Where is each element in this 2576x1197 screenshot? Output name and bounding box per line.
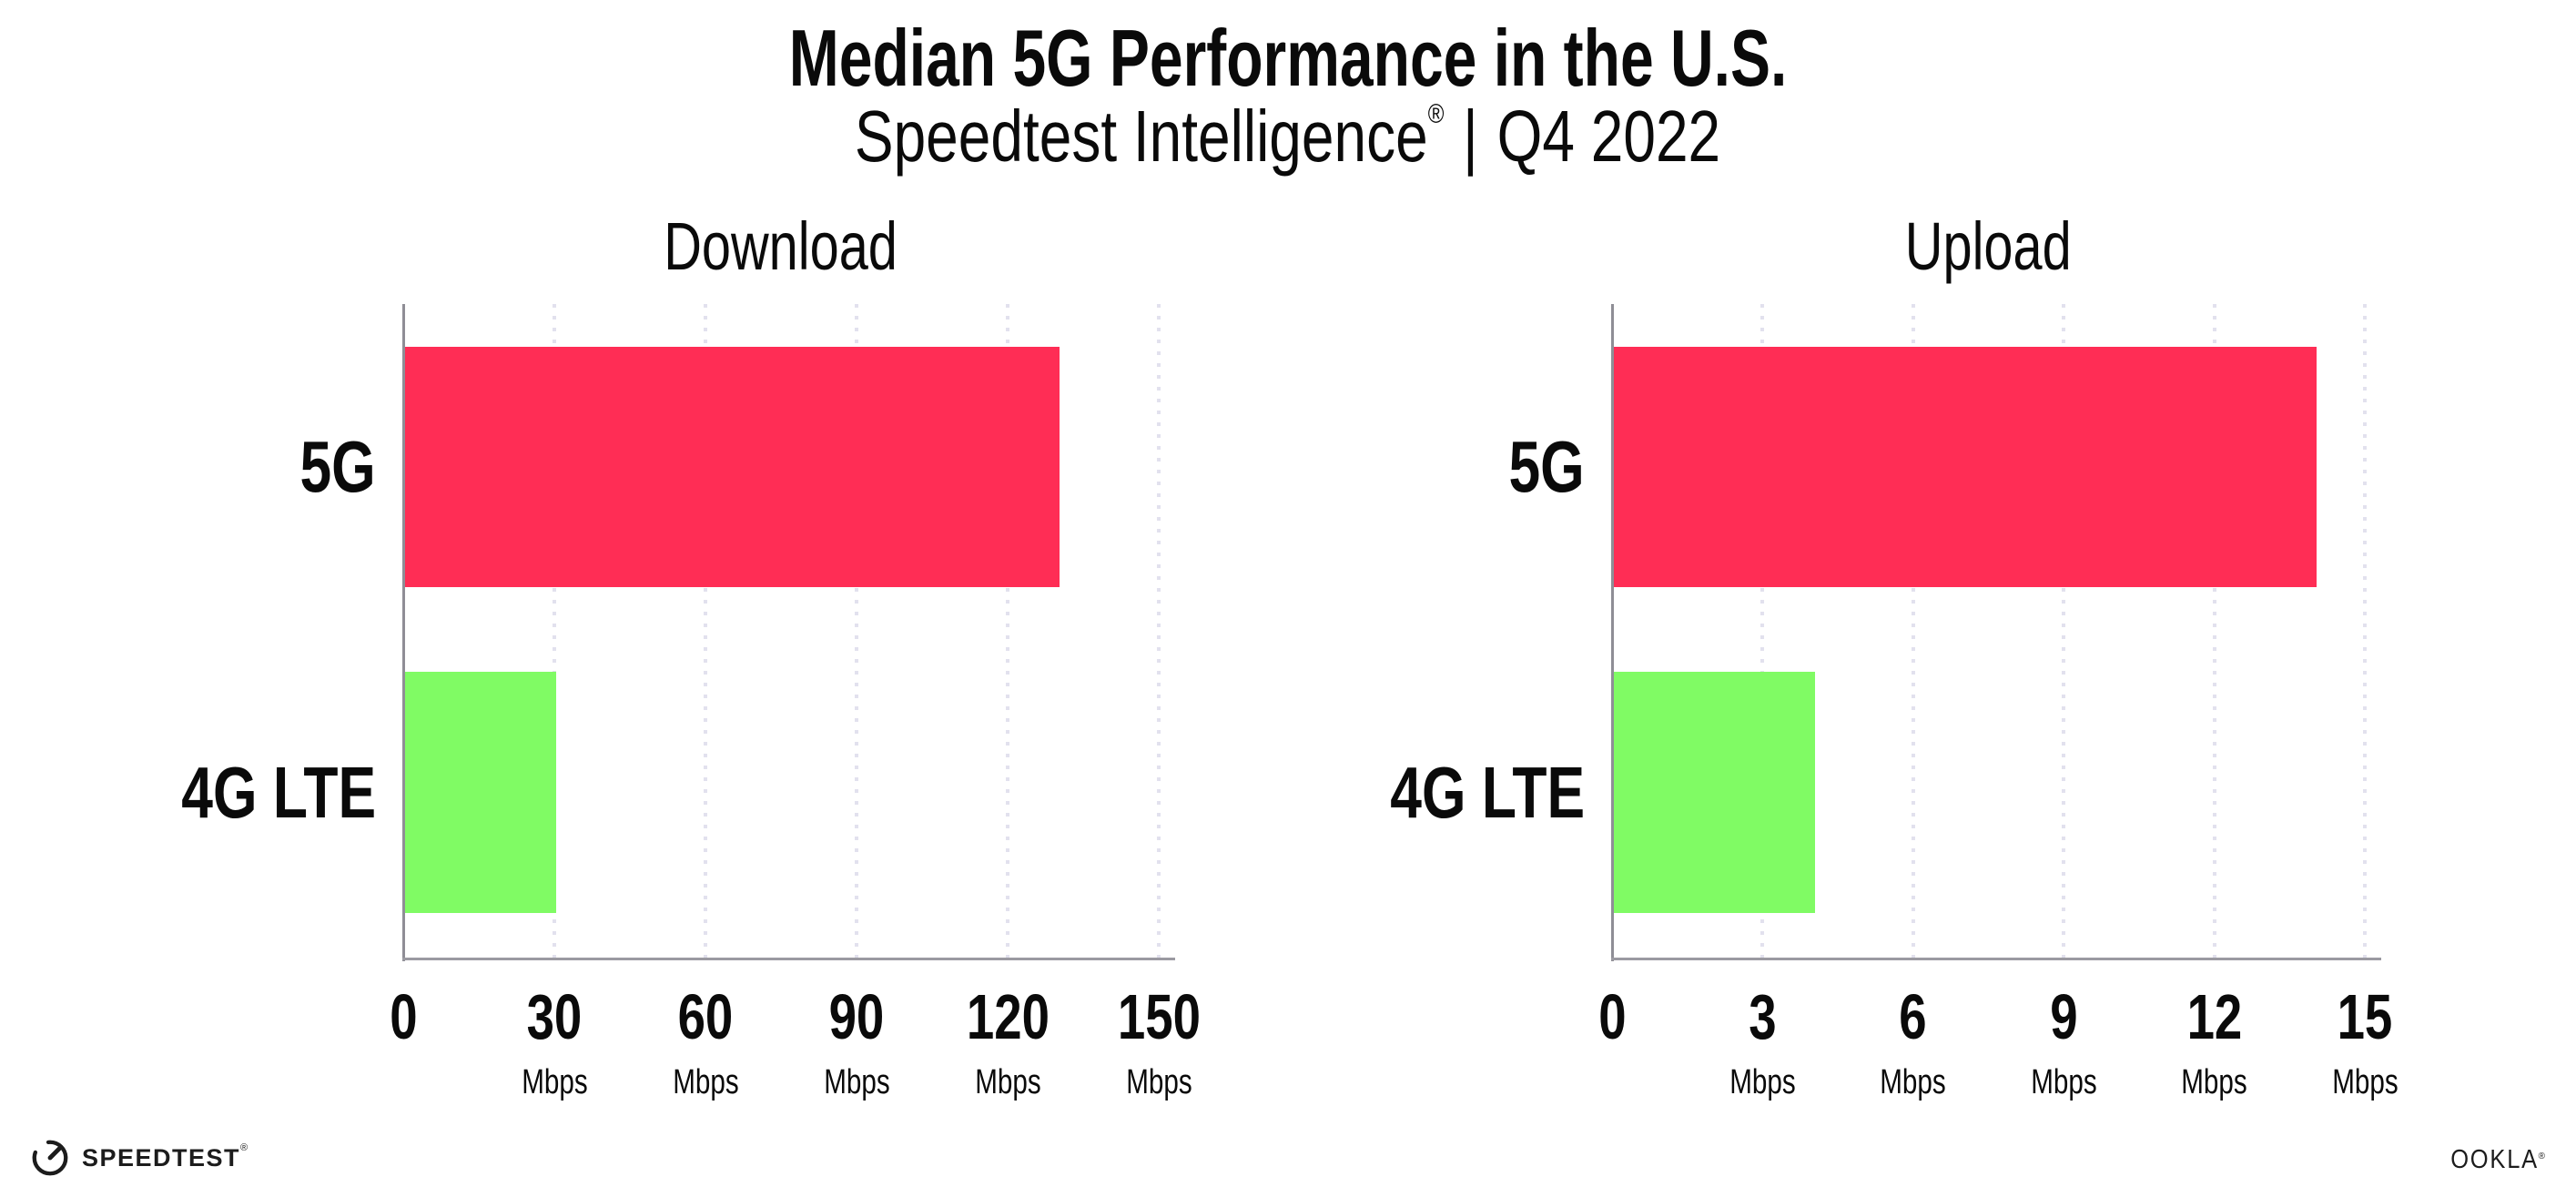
x-tick-label-120: 120 xyxy=(889,985,1126,1049)
subtitle-brand: Speedtest Intelligence xyxy=(855,96,1429,177)
x-tick-unit-15: Mbps xyxy=(2246,1065,2483,1100)
category-label-5g: 5G xyxy=(1111,431,1585,503)
x-tick-label-60: 60 xyxy=(587,985,824,1049)
x-tick-unit-90: Mbps xyxy=(738,1065,975,1100)
speedtest-registered-mark: ® xyxy=(240,1141,248,1153)
x-tick-unit-6: Mbps xyxy=(1795,1065,2032,1100)
ookla-logo-text: OOKLA xyxy=(2449,1144,2539,1174)
x-tick-value: 0 xyxy=(389,981,418,1052)
x-tick-label-90: 90 xyxy=(738,985,975,1049)
page-title: Median 5G Performance in the U.S. xyxy=(0,13,2576,103)
x-tick-unit-60: Mbps xyxy=(587,1065,824,1100)
ookla-logo: OOKLA ® xyxy=(2439,1143,2545,1176)
x-tick-unit-text: Mbps xyxy=(974,1063,1041,1101)
gridline-120 xyxy=(1006,304,1009,959)
x-tick-value: 60 xyxy=(677,981,734,1052)
chart-title-upload: Upload xyxy=(1625,213,2353,280)
x-tick-label-12: 12 xyxy=(2096,985,2333,1049)
category-label-text: 5G xyxy=(1508,426,1585,507)
x-tick-label-0: 0 xyxy=(285,985,522,1049)
category-label-4g-lte: 4G LTE xyxy=(1111,756,1585,829)
x-tick-unit-3: Mbps xyxy=(1644,1065,1881,1100)
x-tick-unit-text: Mbps xyxy=(2331,1063,2399,1101)
x-tick-value: 3 xyxy=(1749,981,1777,1052)
x-tick-unit-text: Mbps xyxy=(2181,1063,2247,1101)
category-label-4g-lte: 4G LTE xyxy=(0,756,376,829)
x-tick-unit-text: Mbps xyxy=(2030,1063,2097,1101)
x-tick-label-150: 150 xyxy=(1040,985,1277,1049)
speedtest-logo-text: SPEEDTEST xyxy=(82,1143,241,1172)
subtitle-separator: | xyxy=(1463,96,1479,177)
gridline-150 xyxy=(1157,304,1161,959)
category-label-text: 5G xyxy=(299,426,376,507)
x-tick-unit-9: Mbps xyxy=(1945,1065,2182,1100)
bar-5g-download xyxy=(405,347,1060,587)
x-tick-unit-text: Mbps xyxy=(521,1063,588,1101)
x-axis-line xyxy=(1611,958,2381,960)
ookla-registered-mark: ® xyxy=(2538,1151,2545,1161)
x-tick-unit-text: Mbps xyxy=(1729,1063,1796,1101)
x-tick-value: 150 xyxy=(1117,981,1201,1052)
gridline-9 xyxy=(2062,304,2066,959)
bar-4g-lte-upload xyxy=(1614,672,1815,913)
x-tick-value: 6 xyxy=(1899,981,1927,1052)
gridline-12 xyxy=(2212,304,2216,959)
x-tick-unit-120: Mbps xyxy=(889,1065,1126,1100)
gridline-15 xyxy=(2363,304,2367,959)
x-tick-label-3: 3 xyxy=(1644,985,1881,1049)
x-tick-label-0: 0 xyxy=(1494,985,1730,1049)
x-tick-value: 15 xyxy=(2337,981,2393,1052)
x-tick-value: 90 xyxy=(828,981,885,1052)
x-tick-label-6: 6 xyxy=(1795,985,2032,1049)
y-axis-line xyxy=(1611,304,1614,961)
x-tick-label-15: 15 xyxy=(2246,985,2483,1049)
x-tick-value: 30 xyxy=(526,981,583,1052)
gridline-30 xyxy=(553,304,556,959)
category-label-5g: 5G xyxy=(0,431,376,503)
page-title-text: Median 5G Performance in the U.S. xyxy=(788,13,1788,103)
bar-4g-lte-download xyxy=(405,672,556,913)
gauge-icon xyxy=(32,1140,68,1176)
x-axis-line xyxy=(402,958,1175,960)
x-tick-unit-12: Mbps xyxy=(2096,1065,2333,1100)
x-tick-unit-text: Mbps xyxy=(672,1063,739,1101)
x-tick-value: 120 xyxy=(966,981,1050,1052)
bar-5g-upload xyxy=(1614,347,2317,587)
speedtest-logo: SPEEDTEST® xyxy=(29,1136,248,1180)
x-tick-unit-text: Mbps xyxy=(1125,1063,1192,1101)
x-tick-value: 0 xyxy=(1597,981,1627,1052)
x-tick-unit-150: Mbps xyxy=(1040,1065,1277,1100)
x-tick-label-30: 30 xyxy=(436,985,673,1049)
x-tick-unit-text: Mbps xyxy=(823,1063,890,1101)
gridline-60 xyxy=(704,304,707,959)
chart-title-text: Download xyxy=(664,208,898,284)
gridline-3 xyxy=(1760,304,1765,959)
category-label-text: 4G LTE xyxy=(1390,751,1585,833)
x-tick-value: 9 xyxy=(2050,981,2078,1052)
y-axis-line xyxy=(402,304,405,961)
x-tick-label-9: 9 xyxy=(1945,985,2182,1049)
chart-title-download: Download xyxy=(417,213,1145,280)
gridline-6 xyxy=(1911,304,1915,959)
gridline-90 xyxy=(855,304,858,959)
x-tick-value: 12 xyxy=(2186,981,2242,1052)
x-tick-unit-30: Mbps xyxy=(436,1065,673,1100)
category-label-text: 4G LTE xyxy=(181,751,376,833)
registered-mark: ® xyxy=(1428,99,1445,129)
page-subtitle: Speedtest Intelligence® | Q4 2022 xyxy=(0,98,2576,175)
x-tick-unit-text: Mbps xyxy=(1880,1063,1947,1101)
subtitle-period: Q4 2022 xyxy=(1497,96,1721,177)
chart-title-text: Upload xyxy=(1905,208,2072,284)
